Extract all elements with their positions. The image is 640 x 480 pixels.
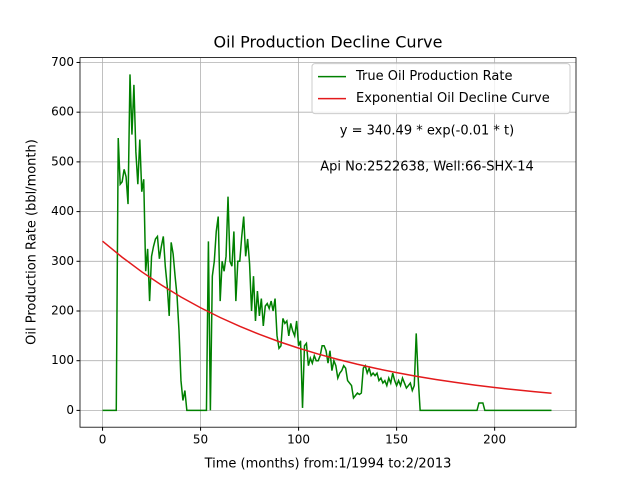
y-tick-label: 600: [51, 105, 74, 119]
legend-box: [311, 63, 571, 115]
x-tick-label: 0: [99, 433, 107, 447]
x-tick-label: 100: [287, 433, 310, 447]
y-axis-label: Oil Production Rate (bbl/month): [25, 139, 40, 345]
plot-frame: [79, 57, 577, 428]
y-tick-label: 0: [66, 403, 74, 417]
y-tick-label: 200: [51, 303, 74, 317]
data-line: [102, 240, 552, 395]
x-tick-label: 50: [193, 433, 208, 447]
legend-label: Exponential Oil Decline Curve: [356, 91, 550, 106]
data-line: [102, 74, 552, 412]
y-tick-label: 300: [51, 254, 74, 268]
legend-label: True Oil Production Rate: [355, 69, 512, 84]
x-tick-label: 200: [483, 433, 506, 447]
chart-title: Oil Production Decline Curve: [214, 33, 443, 52]
x-axis-label: Time (months) from:1/1994 to:2/2013: [204, 457, 452, 472]
y-tick-label: 400: [51, 204, 74, 218]
y-tick-label: 700: [51, 55, 74, 69]
y-tick-label: 100: [51, 353, 74, 367]
x-tick-label: 150: [385, 433, 408, 447]
annotation: Api No:2522638, Well:66-SHX-14: [320, 160, 534, 175]
y-tick-label: 500: [51, 154, 74, 168]
annotation: y = 340.49 * exp(-0.01 * t): [340, 124, 514, 139]
